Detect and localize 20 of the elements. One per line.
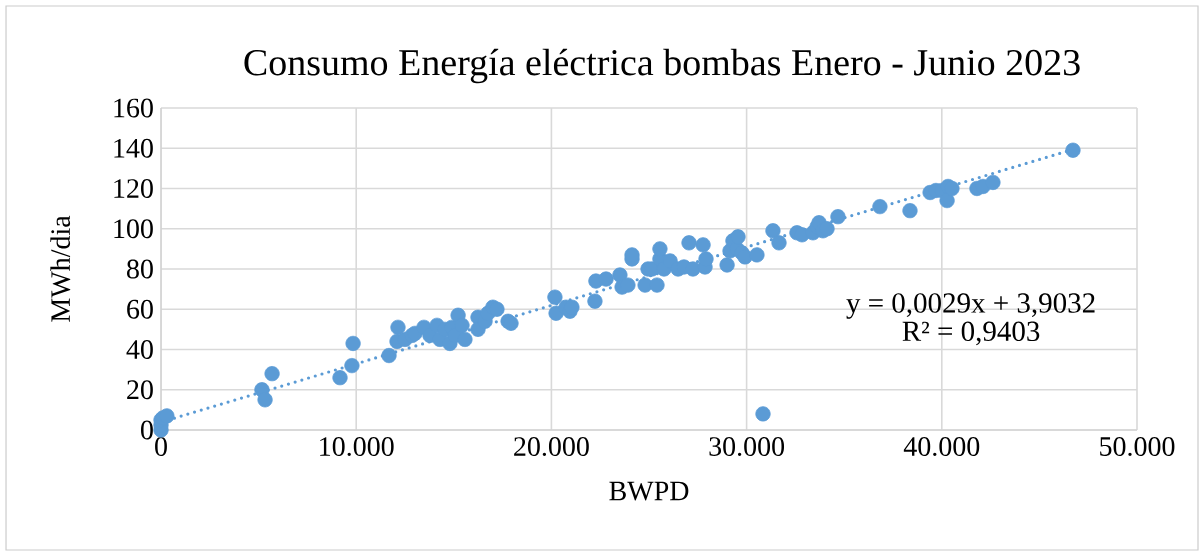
x-tick-label: 20.000 [514, 437, 589, 457]
x-tick-label: 30.000 [709, 437, 785, 457]
y-axis-title: MWh/dia [50, 215, 71, 322]
y-tick-label: 80 [127, 259, 153, 279]
y-tick-label: 60 [127, 299, 153, 319]
chart-title: Consumo Energía eléctrica bombas Enero - Junio 2023 [244, 48, 1080, 84]
annotation: R² = 0,9403 [902, 321, 1040, 346]
x-tick-label: 40.000 [903, 437, 980, 457]
y-tick-label: 20 [127, 380, 153, 400]
y-tick-label: 0 [141, 420, 153, 440]
y-tick-label: 100 [114, 219, 153, 239]
y-tick-label: 40 [126, 340, 153, 359]
x-axis-title: BWPD [609, 481, 689, 501]
x-tick-label: 0 [155, 437, 167, 456]
y-tick-label: 120 [114, 179, 153, 198]
annotation: y = 0,0029x + 3,9032 [846, 293, 1095, 319]
x-tick-label: 10.000 [320, 437, 394, 457]
y-tick-label: 140 [114, 138, 153, 158]
y-tick-label: 160 [114, 98, 153, 118]
x-tick-label: 50.000 [1100, 437, 1175, 457]
